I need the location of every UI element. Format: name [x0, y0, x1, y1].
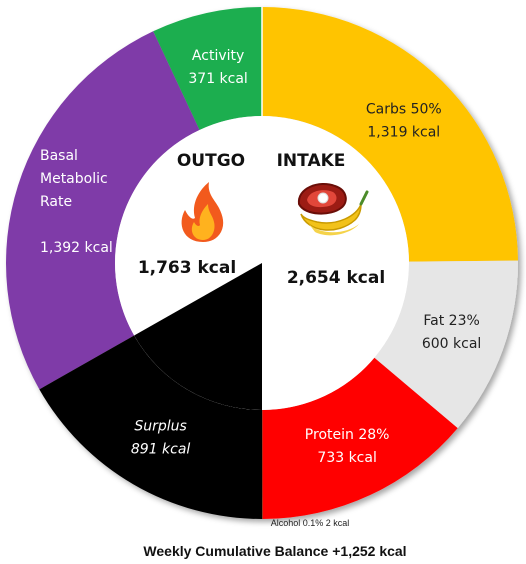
weekly-balance-footer: Weekly Cumulative Balance +1,252 kcal	[143, 543, 406, 559]
segment-label-activity: Activity 371 kcal	[188, 48, 247, 87]
segment-activity	[153, 7, 262, 130]
segment-protein	[262, 357, 458, 519]
donut-ring	[5, 7, 518, 519]
segment-label-carbs: Carbs 50% 1,319 kcal	[366, 101, 442, 140]
segment-label-fat: Fat 23% 600 kcal	[422, 313, 481, 352]
fire-icon	[181, 182, 224, 242]
segment-carbs	[262, 7, 518, 262]
outgo-title: OUTGO	[177, 151, 245, 171]
segment-surplus	[39, 335, 263, 519]
center-fill-surplus	[134, 263, 262, 410]
segment-fat	[374, 260, 518, 429]
segment-label-surplus: Surplus 891 kcal	[131, 419, 191, 458]
alcohol-note: Alcohol 0.1% 2 kcal	[271, 518, 350, 528]
segment-labels: Carbs 50% 1,319 kcal Fat 23% 600 kcal Protei…	[40, 48, 481, 466]
outgo-total: 1,763 kcal	[138, 258, 236, 278]
segment-alcohol	[262, 409, 263, 519]
segment-basal-metabolic-rate	[5, 31, 200, 390]
intake-title: INTAKE	[277, 151, 346, 171]
segment-label-basal-metabolic-rate: Basal Metabolic Rate 1,392 kcal	[40, 148, 113, 256]
food-icon	[297, 183, 369, 236]
segment-label-protein: Protein 28% 733 kcal	[305, 427, 390, 466]
intake-total: 2,654 kcal	[287, 268, 385, 288]
